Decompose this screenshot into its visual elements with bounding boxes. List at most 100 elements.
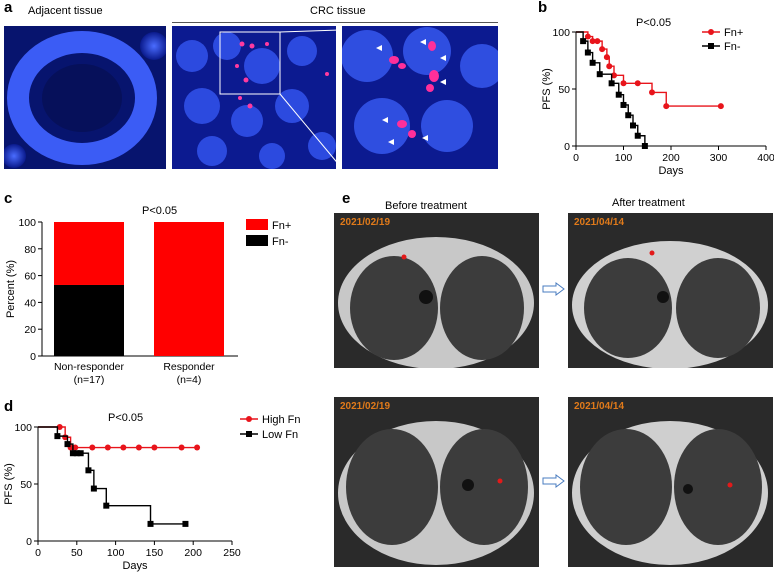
data-point — [56, 424, 63, 430]
pvalue-d: P<0.05 — [108, 412, 143, 424]
micrograph-crc-art — [172, 26, 336, 169]
panel-letter-d: d — [4, 398, 14, 415]
y-tick-label: 40 — [24, 297, 36, 309]
x-category-label: Responder — [163, 361, 215, 373]
data-point — [708, 29, 714, 35]
x-tick-label: 300 — [710, 152, 728, 164]
data-point — [120, 444, 127, 451]
data-point — [596, 71, 603, 78]
y-axis-label: PFS (%) — [541, 68, 553, 110]
legend-swatch — [246, 235, 268, 246]
data-point — [246, 431, 252, 437]
data-point — [603, 54, 610, 61]
x-category-label: (n=4) — [177, 374, 202, 386]
x-axis-label: Days — [122, 560, 148, 572]
x-category-label: (n=17) — [74, 374, 105, 386]
micrograph-crc-tissue — [172, 26, 336, 169]
x-category-label: Non-responder — [54, 361, 125, 373]
y-tick-label: 20 — [24, 324, 36, 336]
x-tick-label: 150 — [146, 547, 164, 559]
data-point — [77, 450, 84, 457]
data-point — [69, 450, 76, 457]
legend-label: Low Fn — [262, 429, 298, 441]
data-point — [589, 59, 596, 66]
y-tick-label: 100 — [552, 27, 570, 39]
scan-date: 2021/04/14 — [574, 401, 625, 412]
x-tick-label: 400 — [757, 152, 774, 164]
panel-letter-a: a — [4, 0, 13, 16]
scan-date: 2021/02/19 — [340, 401, 391, 412]
data-point — [182, 520, 189, 527]
data-point — [584, 33, 591, 40]
x-axis-label: Days — [658, 165, 684, 177]
x-tick-label: 100 — [615, 152, 633, 164]
zoom-lines — [279, 29, 341, 167]
x-tick-label: 50 — [71, 547, 83, 559]
data-point — [584, 49, 591, 56]
data-point — [663, 103, 670, 110]
data-point — [580, 38, 587, 45]
y-tick-label: 100 — [18, 217, 36, 229]
data-point — [625, 112, 632, 119]
scan-date: 2021/04/14 — [574, 217, 625, 228]
y-tick-label: 0 — [30, 351, 36, 363]
y-tick-label: 0 — [26, 536, 32, 548]
data-point — [620, 80, 627, 87]
panel-letter-e: e — [342, 190, 351, 207]
pvalue-b: P<0.05 — [636, 17, 671, 29]
series-line — [576, 31, 646, 146]
ct-scan-before-bottom: 2021/02/19 — [334, 397, 539, 567]
data-point — [634, 132, 641, 139]
data-point — [54, 433, 61, 440]
data-point — [649, 89, 655, 96]
legend-label: Fn+ — [272, 220, 291, 232]
data-point — [634, 80, 641, 87]
micrograph-crc-zoom — [342, 26, 498, 169]
data-point — [708, 43, 714, 49]
ct-scan-art — [568, 213, 773, 368]
series-line — [38, 426, 186, 525]
bar-chart-c: P<0.05 0 20 40 60 80 100 Percent (%) Non-respon… — [5, 205, 291, 386]
x-tick-label: 250 — [223, 547, 241, 559]
data-point — [611, 72, 617, 79]
y-tick-label: 50 — [558, 84, 570, 96]
caption-crc-tissue: CRC tissue — [310, 5, 366, 17]
data-point — [615, 91, 622, 98]
micrograph-adjacent-art — [4, 26, 166, 169]
ct-scan-after-top: 2021/04/14 — [568, 213, 773, 368]
right-arrow-icon — [542, 282, 565, 296]
data-point — [103, 502, 110, 509]
series-line — [38, 426, 198, 449]
caption-before-treatment: Before treatment — [385, 200, 467, 212]
ct-scan-art — [568, 397, 773, 567]
data-point — [608, 80, 615, 87]
data-point — [194, 444, 201, 451]
panel-letter-c: c — [4, 190, 13, 207]
pvalue-c: P<0.05 — [142, 205, 177, 217]
data-point — [89, 444, 96, 451]
data-point — [72, 444, 79, 451]
data-point — [594, 38, 601, 45]
y-tick-label: 0 — [564, 141, 570, 153]
data-point — [147, 520, 154, 527]
km-chart-b: P<0.05 0 100 200 300 400 0 50 100 Days PFS (%) Fn… — [541, 17, 774, 177]
y-axis-label: Percent (%) — [5, 260, 17, 318]
caption-adjacent-tissue: Adjacent tissue — [28, 5, 103, 17]
data-point — [246, 416, 252, 422]
data-point — [630, 122, 636, 129]
data-point — [90, 485, 97, 492]
ct-scan-art — [334, 397, 539, 567]
bar-segment — [154, 222, 224, 356]
data-point — [599, 46, 606, 53]
legend-label: High Fn — [262, 414, 301, 426]
data-point — [717, 103, 724, 110]
y-tick-label: 80 — [24, 244, 36, 256]
legend-label: Fn+ — [724, 27, 743, 39]
x-tick-label: 100 — [107, 547, 125, 559]
scan-date: 2021/02/19 — [340, 217, 391, 228]
x-tick-label: 0 — [35, 547, 41, 559]
micrograph-adjacent-tissue — [4, 26, 166, 169]
caption-underline — [172, 22, 498, 23]
right-arrow-icon — [542, 474, 565, 488]
